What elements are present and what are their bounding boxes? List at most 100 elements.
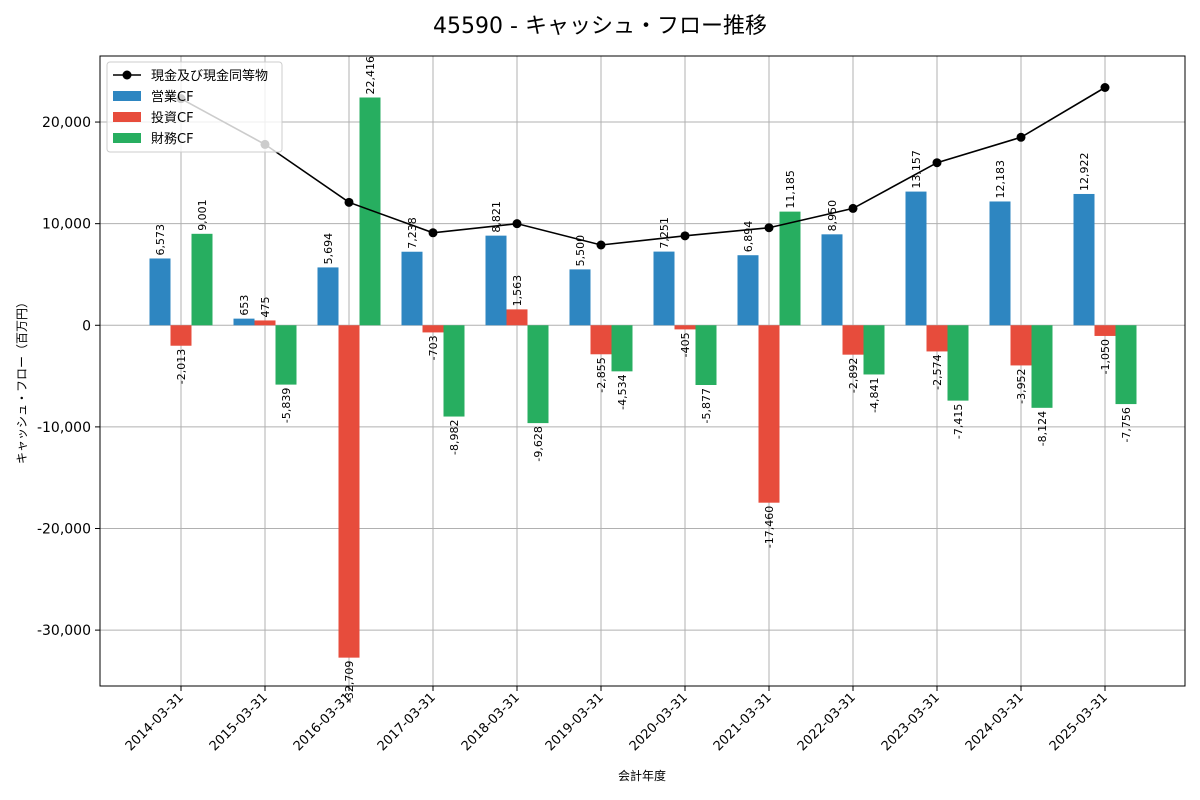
x-tick-label: 2020-03-31 <box>627 690 691 754</box>
bar-data-label: -2,855 <box>595 357 608 392</box>
bar-data-label: 6,573 <box>154 224 167 256</box>
bar-data-label: -5,877 <box>700 388 713 423</box>
bar-data-label: -32,709 <box>343 661 356 703</box>
bar-data-label: -3,952 <box>1015 368 1028 403</box>
bar-operating <box>989 201 1011 326</box>
bar-operating <box>149 258 171 326</box>
cash-line <box>176 83 1110 250</box>
cash-line-point <box>344 197 354 207</box>
bar-financing <box>947 325 969 401</box>
bar-investing <box>926 325 948 352</box>
bar-financing <box>191 233 213 326</box>
bar-investing <box>674 325 696 330</box>
legend-bar-swatch <box>113 91 141 101</box>
bar-financing <box>1115 325 1137 405</box>
bar-operating <box>737 255 759 326</box>
y-tick-label: 0 <box>82 318 91 334</box>
bar-data-label: -17,460 <box>763 506 776 548</box>
x-tick-label: 2017-03-31 <box>375 690 439 754</box>
bars <box>149 97 1137 658</box>
x-axis: 2014-03-31 2015-03-31 2016-03-31 2017-03-31… <box>123 686 1111 754</box>
bar-data-label: -2,013 <box>175 349 188 384</box>
bar-investing <box>170 325 192 346</box>
y-axis-label: キャッシュ・フロー（百万円） <box>15 296 29 464</box>
bar-investing <box>590 325 612 355</box>
x-tick-label: 2014-03-31 <box>123 690 187 754</box>
cash-line-point <box>764 223 774 233</box>
plot-frame <box>99 55 1186 687</box>
bar-investing <box>338 325 360 658</box>
bar-data-label: 6,894 <box>742 221 755 253</box>
bar-data-label: 653 <box>238 295 251 316</box>
bar-data-label: -703 <box>427 335 440 360</box>
cash-line-point <box>512 219 522 229</box>
bar-data-label: 22,416 <box>364 56 377 95</box>
bar-investing <box>1010 325 1032 366</box>
bar-operating <box>653 251 675 326</box>
bar-data-label: -4,534 <box>616 374 629 409</box>
x-axis-label: 会計年度 <box>618 768 666 783</box>
bar-operating <box>569 269 591 326</box>
x-tick-label: 2016-03-31 <box>291 690 355 754</box>
bar-investing <box>254 320 276 326</box>
legend-bar-swatch <box>113 133 141 143</box>
legend-entry-label: 営業CF <box>151 89 194 105</box>
legend-entry-label: 現金及び現金同等物 <box>151 68 268 84</box>
y-tick-label: 10,000 <box>42 217 91 233</box>
bar-financing <box>359 97 381 326</box>
bar-financing <box>611 325 633 372</box>
bar-operating <box>821 234 843 326</box>
y-tick-label: 20,000 <box>42 115 91 131</box>
y-tick-label: -30,000 <box>37 623 91 639</box>
x-tick-label: 2015-03-31 <box>207 690 271 754</box>
x-tick-label: 2024-03-31 <box>963 690 1027 754</box>
bar-data-label: -5,839 <box>280 388 293 423</box>
bar-operating <box>485 235 507 326</box>
bar-financing <box>443 325 465 417</box>
bar-data-label: 7,238 <box>406 217 419 249</box>
legend-bar-swatch <box>113 112 141 122</box>
bar-investing <box>506 309 528 326</box>
y-axis: -30,000 -20,000 -10,000 0 10,000 20,000 <box>37 115 100 639</box>
cash-line-path <box>180 86 1106 246</box>
bar-data-label: -8,124 <box>1036 411 1049 446</box>
bar-operating <box>317 267 339 326</box>
bar-data-label: -405 <box>679 332 692 357</box>
x-tick-label: 2022-03-31 <box>795 690 859 754</box>
bar-data-label: 7,251 <box>658 217 671 249</box>
bar-data-label: -8,982 <box>448 420 461 455</box>
bar-operating <box>1073 193 1095 326</box>
x-tick-label: 2018-03-31 <box>459 690 523 754</box>
bar-financing <box>1031 325 1053 408</box>
bar-data-label: 5,694 <box>322 233 335 265</box>
bar-data-label: -7,415 <box>952 404 965 439</box>
legend-entry-label: 財務CF <box>151 132 194 147</box>
bar-data-label: -4,841 <box>868 377 881 412</box>
data-labels: 6,573 653 5,694 7,238 8,821 5,500 7,251 6,894 8,… <box>154 56 1133 703</box>
bar-data-label: 5,500 <box>574 235 587 267</box>
bar-operating <box>401 251 423 326</box>
bar-investing <box>422 325 444 333</box>
bar-data-label: 11,185 <box>784 170 797 209</box>
x-tick-label: 2023-03-31 <box>879 690 943 754</box>
bar-data-label: 13,157 <box>910 150 923 189</box>
bar-financing <box>863 325 885 375</box>
bar-financing <box>527 325 549 424</box>
bar-financing <box>695 325 717 385</box>
bar-data-label: -1,050 <box>1099 339 1112 374</box>
bar-data-label: 12,922 <box>1078 152 1091 191</box>
legend-marker <box>122 70 132 80</box>
bar-data-label: 1,563 <box>511 275 524 307</box>
legend-entry-label: 投資CF <box>151 110 194 126</box>
x-tick-label: 2025-03-31 <box>1047 690 1111 754</box>
chart-title: 45590 - キャッシュ・フロー推移 <box>433 14 767 39</box>
y-tick-label: -20,000 <box>37 522 91 538</box>
x-tick-label: 2021-03-31 <box>711 690 775 754</box>
bar-data-label: 475 <box>259 296 272 317</box>
bar-investing <box>1094 325 1116 336</box>
bar-data-label: -2,574 <box>931 354 944 389</box>
bar-operating <box>233 318 255 326</box>
cash-line-point <box>428 228 438 238</box>
